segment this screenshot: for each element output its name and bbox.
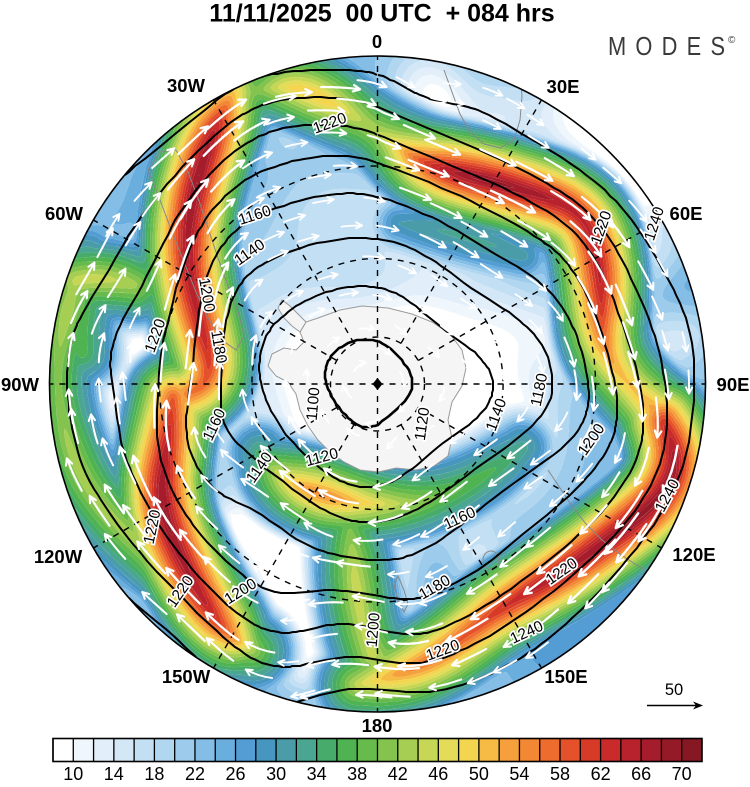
svg-text:30E: 30E xyxy=(547,76,580,97)
svg-text:180: 180 xyxy=(362,715,393,736)
svg-text:MODES: MODES xyxy=(608,32,734,61)
svg-text:38: 38 xyxy=(347,764,367,782)
svg-text:18: 18 xyxy=(144,764,164,782)
svg-text:30: 30 xyxy=(266,764,286,782)
svg-text:60W: 60W xyxy=(45,203,84,224)
svg-text:34: 34 xyxy=(307,764,327,782)
svg-text:70: 70 xyxy=(672,764,692,782)
svg-text:66: 66 xyxy=(631,764,651,782)
svg-text:11/11/2025 00 UTC + 084 hrs: 11/11/2025 00 UTC + 084 hrs xyxy=(209,0,554,28)
svg-text:©: © xyxy=(728,35,736,46)
svg-text:1120: 1120 xyxy=(412,406,434,442)
svg-text:60E: 60E xyxy=(670,203,703,224)
svg-text:90E: 90E xyxy=(717,374,750,395)
svg-text:30W: 30W xyxy=(167,75,206,96)
svg-text:1100: 1100 xyxy=(304,386,324,421)
svg-text:120E: 120E xyxy=(672,544,715,565)
svg-text:14: 14 xyxy=(104,764,124,782)
svg-text:90W: 90W xyxy=(1,374,40,395)
svg-text:58: 58 xyxy=(550,764,570,782)
svg-text:42: 42 xyxy=(388,764,408,782)
svg-text:54: 54 xyxy=(509,764,529,782)
svg-text:1200: 1200 xyxy=(364,612,384,648)
svg-text:50: 50 xyxy=(469,764,489,782)
svg-text:50: 50 xyxy=(665,681,683,699)
svg-text:150E: 150E xyxy=(544,666,587,687)
svg-text:46: 46 xyxy=(428,764,448,782)
svg-text:120W: 120W xyxy=(34,546,83,567)
svg-text:26: 26 xyxy=(225,764,245,782)
svg-text:22: 22 xyxy=(185,764,205,782)
svg-text:0: 0 xyxy=(372,31,382,52)
svg-text:62: 62 xyxy=(591,764,611,782)
svg-text:10: 10 xyxy=(63,764,83,782)
svg-text:150W: 150W xyxy=(162,666,211,687)
